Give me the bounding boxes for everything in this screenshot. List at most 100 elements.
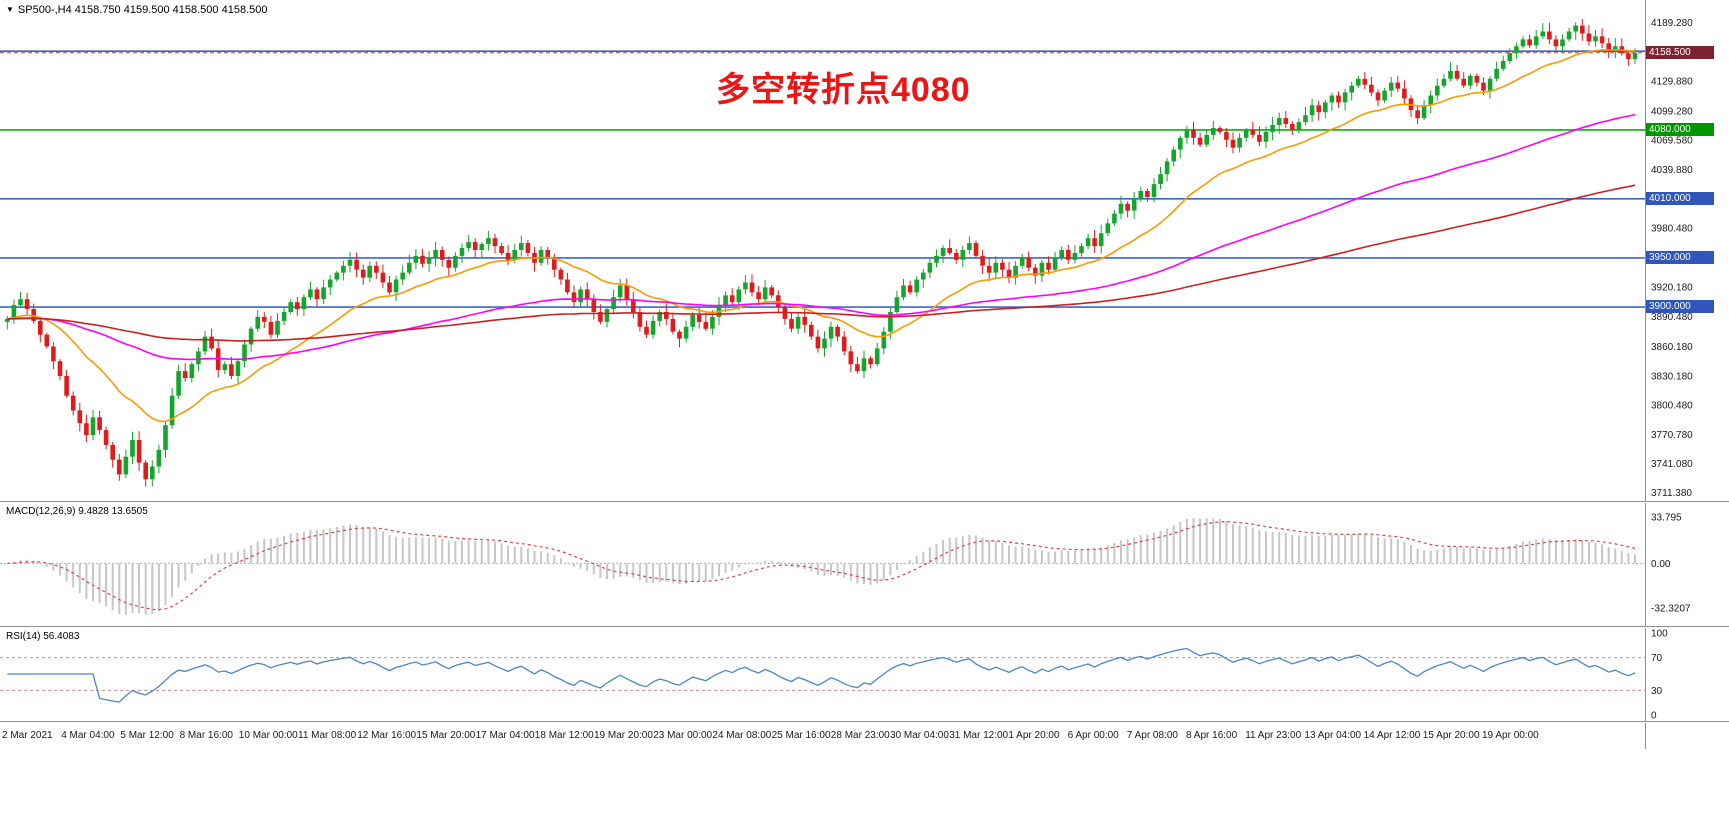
candle [1270,125,1275,132]
candle [1329,95,1335,103]
candle [1533,36,1539,46]
candle [1448,70,1453,79]
candle [103,430,109,445]
time-axis-label: 28 Mar 23:00 [831,730,890,741]
candle [505,253,511,260]
candle [578,289,583,303]
candle [1349,85,1354,93]
candle [683,326,689,339]
candle [1118,203,1124,214]
time-axis[interactable]: 2 Mar 2021 4 Mar 04:00 5 Mar 12:00 8 Mar 16… [0,723,1729,749]
candle [229,364,234,376]
price-axis-label: 3890.480 [1651,312,1693,323]
current-price-tag: 4158.500 [1646,46,1714,59]
price-axis-label: 4039.880 [1651,165,1693,176]
candle [314,289,320,300]
time-axis-label: 2 Mar 2021 [2,730,53,741]
candle [611,297,616,309]
candle [1323,102,1328,113]
candle [907,285,913,293]
candle [690,315,695,327]
candle [1263,131,1269,142]
candle [710,316,715,329]
candle [980,255,985,266]
candle [729,295,735,303]
candle [1547,31,1552,40]
ma-mid-line [7,113,1636,361]
candle [1039,262,1045,276]
price-axis-label: 4129.880 [1651,76,1693,87]
candle [433,250,438,258]
candle [1468,75,1473,86]
candle [439,250,445,260]
rsi-axis-label: 30 [1651,686,1663,697]
candle [1362,78,1368,85]
candle [374,265,379,273]
time-axis-label: 23 Mar 00:00 [653,730,712,741]
candle [631,299,636,312]
candle [1283,118,1289,124]
candle [571,292,577,303]
candle [110,444,115,460]
candle [163,425,168,450]
candle [1184,129,1190,138]
candle [1494,68,1499,79]
candle [967,243,972,250]
candle [367,265,372,278]
candle [1098,233,1104,247]
candle [1131,198,1137,211]
candle [1006,269,1012,278]
candle [769,287,774,296]
candle [525,243,531,253]
symbol-dropdown-icon[interactable]: ▼ [6,5,14,14]
price-axis-label: 4099.280 [1651,107,1693,118]
candle [341,265,346,273]
candle [196,351,201,365]
candle [143,462,148,480]
rsi-panel: 100 70 30 0 RSI(14) 56.4083 [0,628,1729,722]
candle [604,309,610,322]
price-axis-label: 3711.380 [1651,488,1692,499]
candle [420,255,425,264]
candle [743,282,748,290]
time-axis-label: 18 Mar 12:00 [535,730,594,741]
candle [1580,25,1585,34]
candle [1290,124,1295,130]
footer-area [0,749,1729,828]
time-axis-label: 11 Apr 23:00 [1245,730,1301,741]
price-axis-label: 3770.780 [1651,430,1693,441]
candle [1178,137,1183,150]
time-axis-label: 17 Mar 04:00 [476,730,535,741]
price-chart-plot[interactable]: 4189.280 4129.880 4099.280 4069.580 4039.880… [0,0,1729,502]
candle [1632,52,1638,60]
candle [512,250,517,260]
time-axis-plot[interactable]: 2 Mar 2021 4 Mar 04:00 5 Mar 12:00 8 Mar 16… [0,723,1729,749]
candle [1500,61,1506,69]
price-level-tag: 3950.000 [1646,251,1714,264]
annotation-text[interactable]: 多空转折点4080 [716,71,971,109]
candle [809,324,814,337]
candle [51,346,56,362]
candle [802,316,807,325]
candle [848,351,854,365]
candle [1586,33,1592,42]
candle [1257,134,1262,142]
candle [90,417,96,435]
candle [545,250,550,258]
time-axis-label: 13 Apr 04:00 [1304,730,1361,741]
candle [1303,115,1308,123]
candle [1033,267,1038,276]
candle [295,302,300,310]
candle [1369,84,1374,93]
price-axis-label: 4069.580 [1651,136,1693,147]
candle [202,336,208,352]
candle [960,250,966,260]
ma-slow-line [7,184,1636,342]
candle [881,331,887,349]
candle [235,361,241,376]
macd-plot[interactable]: 33.795 0.00 -32.3207 [0,503,1729,627]
rsi-plot[interactable]: 100 70 30 0 [0,628,1729,722]
macd-label: MACD(12,26,9) 9.4828 13.6505 [6,506,148,517]
price-axis-label: 3830.180 [1651,371,1693,382]
candle [268,321,274,335]
